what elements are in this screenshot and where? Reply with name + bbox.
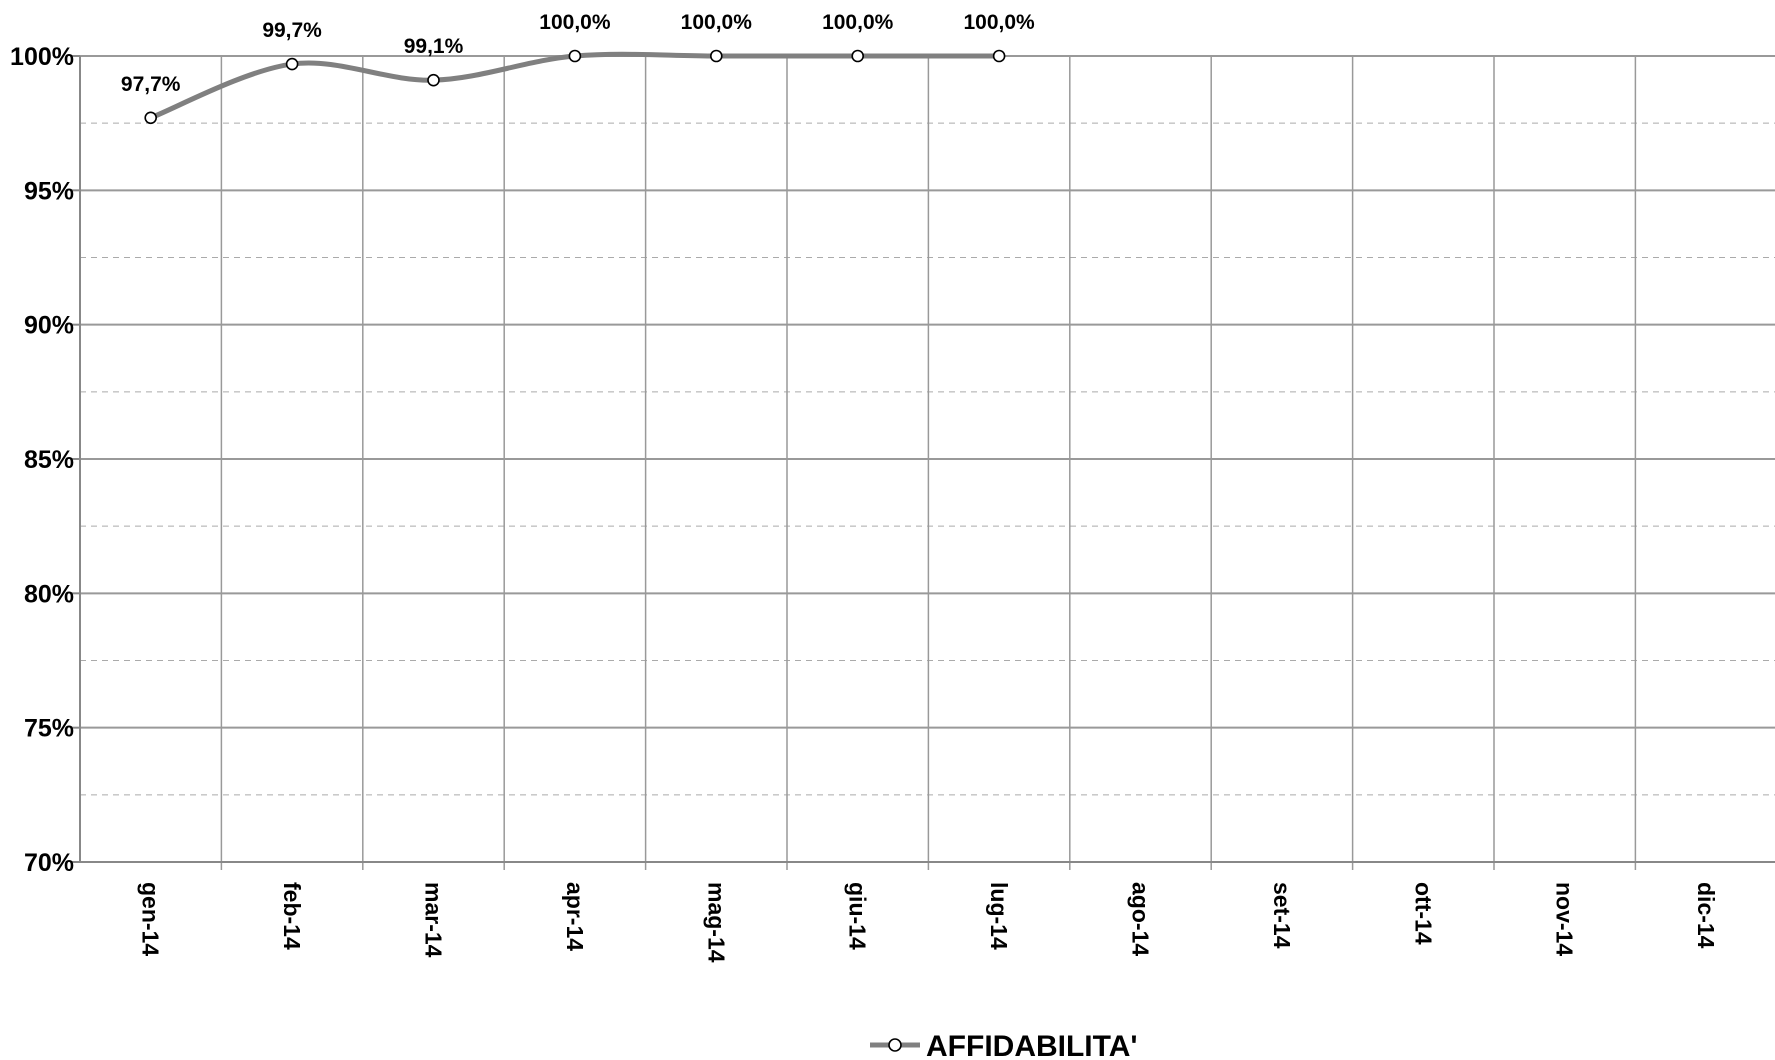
grid xyxy=(80,55,1775,870)
data-label: 99,1% xyxy=(404,35,464,58)
x-tick-label: feb-14 xyxy=(279,882,305,950)
x-tick-label: gen-14 xyxy=(138,882,164,956)
data-point-marker xyxy=(285,57,299,71)
y-tick-label: 75% xyxy=(24,715,74,743)
data-label: 100,0% xyxy=(822,11,894,34)
x-tick-label: nov-14 xyxy=(1552,882,1578,956)
data-label: 100,0% xyxy=(681,11,753,34)
y-tick-label: 95% xyxy=(24,177,74,205)
legend-marker-swatch xyxy=(888,1038,902,1052)
x-tick-label: dic-14 xyxy=(1693,882,1719,949)
data-label: 100,0% xyxy=(963,11,1035,34)
x-tick-label: set-14 xyxy=(1269,882,1295,949)
y-tick-label: 85% xyxy=(24,446,74,474)
series-layer xyxy=(144,49,1006,125)
x-tick-label: ago-14 xyxy=(1128,882,1154,956)
data-point-marker xyxy=(851,49,865,63)
axes: 70% 75% 80% 85% 90% 95% 100% gen-14 feb-14 mar-14… xyxy=(10,43,1775,963)
y-tick-label: 90% xyxy=(24,312,74,340)
y-tick-label: 80% xyxy=(24,580,74,608)
legend: AFFIDABILITA' xyxy=(870,1030,1138,1060)
x-tick-label: mag-14 xyxy=(703,882,729,963)
y-tick-label: 100% xyxy=(10,43,74,71)
x-tick-label: apr-14 xyxy=(562,882,588,951)
y-tick-label: 70% xyxy=(24,849,74,877)
x-tick-label: ott-14 xyxy=(1410,882,1436,945)
data-label: 99,7% xyxy=(262,19,322,42)
data-point-marker xyxy=(144,111,157,125)
data-label: 97,7% xyxy=(121,73,181,96)
data-point-marker xyxy=(709,49,723,63)
series-line xyxy=(148,51,1002,121)
x-tick-label: giu-14 xyxy=(845,882,871,950)
x-tick-label: lug-14 xyxy=(986,882,1012,950)
data-point-marker xyxy=(427,73,440,87)
x-tick-label: mar-14 xyxy=(421,882,447,958)
data-label: 100,0% xyxy=(539,11,611,34)
data-point-marker xyxy=(992,49,1006,63)
legend-entry-label: AFFIDABILITA' xyxy=(926,1030,1138,1060)
data-point-marker xyxy=(568,49,582,63)
data-labels: 97,7% 99,7% 99,1% 100,0% 100,0% 100,0% 100,0% xyxy=(121,11,1035,96)
